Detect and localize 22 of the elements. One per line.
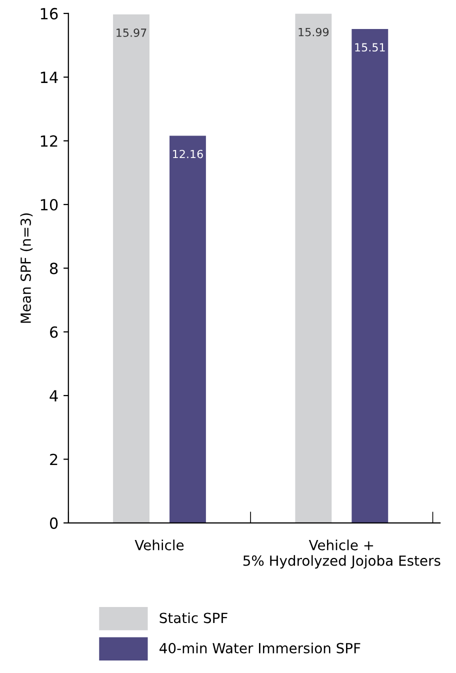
- y-tick-label: 0: [50, 517, 58, 529]
- y-tick-label: 16: [40, 8, 58, 20]
- legend-label: Static SPF: [160, 612, 228, 624]
- bar: [113, 14, 150, 523]
- bar: [170, 136, 206, 523]
- data-label: 15.51: [355, 43, 385, 52]
- x-tick-label: Vehicle: [134, 540, 184, 550]
- y-tick-label: 10: [40, 198, 58, 211]
- y-tick-label: 14: [40, 72, 58, 83]
- legend-label: 40-min Water Immersion SPF: [160, 642, 360, 654]
- y-tick-label: 6: [50, 326, 58, 338]
- bar: [295, 14, 332, 523]
- x-tick-label: Vehicle + 5% Hydrolyzed Jojoba Esters: [243, 540, 440, 569]
- y-tick-label: 12: [40, 135, 58, 147]
- data-label: 15.97: [116, 28, 146, 37]
- data-label: 12.16: [173, 150, 203, 158]
- y-tick-label: 8: [50, 262, 58, 274]
- y-axis-title: Mean SPF (n=3): [20, 213, 33, 323]
- y-tick-label: 2: [50, 454, 58, 466]
- y-tick-label: 4: [50, 390, 58, 402]
- data-label: 15.99: [298, 28, 329, 36]
- bar: [352, 29, 388, 523]
